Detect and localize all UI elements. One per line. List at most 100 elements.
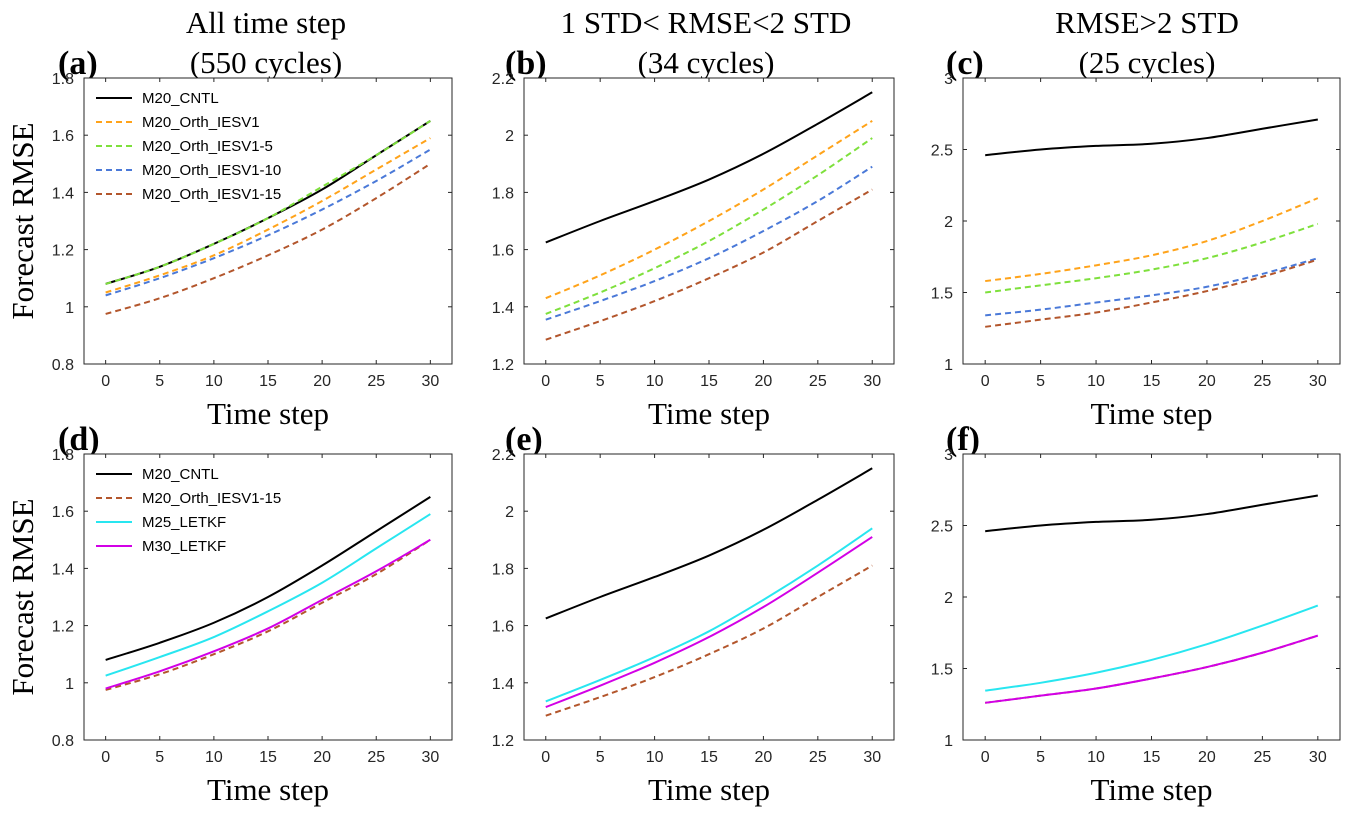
x-tick-label: 20 bbox=[313, 749, 331, 766]
series-line-m20-orth-iesv1-10 bbox=[105, 148, 431, 297]
x-axis-label: Time step bbox=[207, 772, 329, 807]
panel-c: 0 5 10 15 20 25 30 1 1.5 2 2.5 3 Time step bbox=[931, 71, 1341, 431]
x-tick-label: 30 bbox=[1309, 373, 1327, 390]
x-axis-label: Time step bbox=[1090, 772, 1212, 807]
series-line-m20-orth-iesv1-15 bbox=[545, 188, 873, 341]
x-tick-label: 20 bbox=[1198, 373, 1216, 390]
y-tick-label: 1.8 bbox=[492, 561, 514, 578]
series-line-m25-letkf bbox=[105, 513, 431, 677]
x-tick-label: 25 bbox=[1253, 373, 1271, 390]
x-tick-label: 25 bbox=[367, 749, 385, 766]
panel-label-c: (c) bbox=[946, 45, 984, 82]
x-tick-label: 5 bbox=[155, 749, 164, 766]
series-line-m20-orth-iesv1-10 bbox=[545, 165, 873, 321]
x-tick-label: 0 bbox=[981, 749, 990, 766]
y-tick-label: 1.2 bbox=[492, 733, 514, 750]
y-tick-label: 0.8 bbox=[52, 733, 74, 750]
series-line-m20-orth-iesv1-5 bbox=[985, 222, 1319, 294]
legend-label: M20_Orth_IESV1-5 bbox=[142, 138, 273, 155]
x-tick-label: 5 bbox=[1036, 373, 1045, 390]
panel-label-a: (a) bbox=[58, 45, 98, 82]
y-tick-label: 1.8 bbox=[492, 185, 514, 202]
y-axis-label: Forecast RMSE bbox=[5, 122, 40, 319]
panel-label-f: (f) bbox=[946, 421, 980, 458]
y-tick-label: 1.6 bbox=[492, 243, 514, 260]
y-tick-label: 0.8 bbox=[52, 357, 74, 374]
x-tick-label: 30 bbox=[863, 749, 881, 766]
y-tick-label: 1.2 bbox=[52, 243, 74, 260]
x-tick-label: 5 bbox=[1036, 749, 1045, 766]
y-tick-label: 2 bbox=[505, 128, 514, 145]
column-title-2-line-2: (34 cycles) bbox=[638, 45, 775, 80]
panel-e: 0 5 10 15 20 25 30 1.2 1.4 1.6 1.8 2 2.2 Time step bbox=[492, 447, 895, 807]
x-tick-label: 25 bbox=[809, 373, 827, 390]
series-line-m20-orth-iesv1 bbox=[105, 137, 431, 294]
y-tick-label: 1.4 bbox=[492, 676, 514, 693]
x-tick-label: 15 bbox=[1143, 373, 1161, 390]
series-line-m20-cntl bbox=[545, 91, 873, 244]
y-tick-label: 1.4 bbox=[52, 561, 74, 578]
legend-label: M20_Orth_IESV1 bbox=[142, 114, 260, 131]
y-tick-label: 1.6 bbox=[52, 504, 74, 521]
y-tick-label: 2 bbox=[944, 214, 953, 231]
x-tick-label: 0 bbox=[981, 373, 990, 390]
series-line-m25-letkf bbox=[545, 527, 873, 703]
x-axis-label: Time step bbox=[648, 772, 770, 807]
series-line-m20-orth-iesv1-15 bbox=[985, 258, 1319, 328]
plot-area bbox=[962, 77, 1341, 365]
x-tick-label: 10 bbox=[205, 373, 223, 390]
series-line-m20-cntl bbox=[105, 496, 431, 661]
x-tick-label: 15 bbox=[259, 373, 277, 390]
x-tick-label: 10 bbox=[646, 373, 664, 390]
x-tick-label: 0 bbox=[541, 373, 550, 390]
series-line-m20-cntl bbox=[985, 494, 1318, 533]
y-axis-label: Forecast RMSE bbox=[5, 498, 40, 695]
plot-area bbox=[83, 77, 453, 365]
y-tick-label: 1.8 bbox=[52, 447, 74, 464]
x-axis-label: Time step bbox=[1090, 396, 1212, 431]
x-tick-label: 0 bbox=[541, 749, 550, 766]
y-tick-label: 1 bbox=[65, 300, 74, 317]
y-tick-label: 2.2 bbox=[492, 447, 514, 464]
series-line-m20-orth-iesv1 bbox=[985, 197, 1319, 283]
column-title-2-line-1: 1 STD< RMSE<2 STD bbox=[561, 5, 852, 40]
series-line-m30-letkf bbox=[985, 634, 1319, 704]
x-tick-label: 10 bbox=[205, 749, 223, 766]
y-tick-label: 3 bbox=[944, 71, 953, 88]
column-title-1-line-1: All time step bbox=[186, 5, 346, 40]
series-line-m20-orth-iesv1-10 bbox=[985, 257, 1319, 317]
y-tick-label: 1.6 bbox=[492, 619, 514, 636]
y-tick-label: 2.5 bbox=[931, 519, 953, 536]
series-line-m20-orth-iesv1-15 bbox=[105, 538, 431, 691]
column-title-3-line-1: RMSE>2 STD bbox=[1055, 5, 1239, 40]
legend-label: M20_CNTL bbox=[142, 466, 219, 483]
x-tick-label: 25 bbox=[367, 373, 385, 390]
y-tick-label: 1 bbox=[944, 733, 953, 750]
x-tick-label: 15 bbox=[700, 749, 718, 766]
y-tick-label: 1.4 bbox=[52, 185, 74, 202]
series-line-m25-letkf bbox=[985, 604, 1319, 692]
x-tick-label: 20 bbox=[755, 373, 773, 390]
legend-label: M20_Orth_IESV1-10 bbox=[142, 162, 281, 179]
series-line-m20-cntl bbox=[985, 118, 1318, 157]
x-tick-label: 15 bbox=[1143, 749, 1161, 766]
x-tick-label: 25 bbox=[809, 749, 827, 766]
y-tick-label: 1.6 bbox=[52, 128, 74, 145]
series-line-m30-letkf bbox=[105, 538, 431, 690]
series-line-m30-letkf bbox=[545, 536, 873, 709]
panel-f: 0 5 10 15 20 25 30 1 1.5 2 2.5 3 Time step bbox=[931, 447, 1341, 807]
x-tick-label: 20 bbox=[313, 373, 331, 390]
y-tick-label: 1.5 bbox=[931, 662, 953, 679]
panel-label-e: (e) bbox=[505, 421, 543, 458]
panel-a: 0 5 10 15 20 25 30 0.8 1 1.2 1.4 1.6 1.8 Time step For… bbox=[5, 71, 453, 431]
x-tick-label: 15 bbox=[700, 373, 718, 390]
y-tick-label: 1.5 bbox=[931, 286, 953, 303]
y-tick-label: 2.2 bbox=[492, 71, 514, 88]
column-title-1-line-2: (550 cycles) bbox=[190, 45, 342, 80]
y-tick-label: 1.4 bbox=[492, 300, 514, 317]
x-tick-label: 30 bbox=[863, 373, 881, 390]
panel-label-d: (d) bbox=[58, 421, 100, 458]
plot-area bbox=[523, 453, 895, 741]
